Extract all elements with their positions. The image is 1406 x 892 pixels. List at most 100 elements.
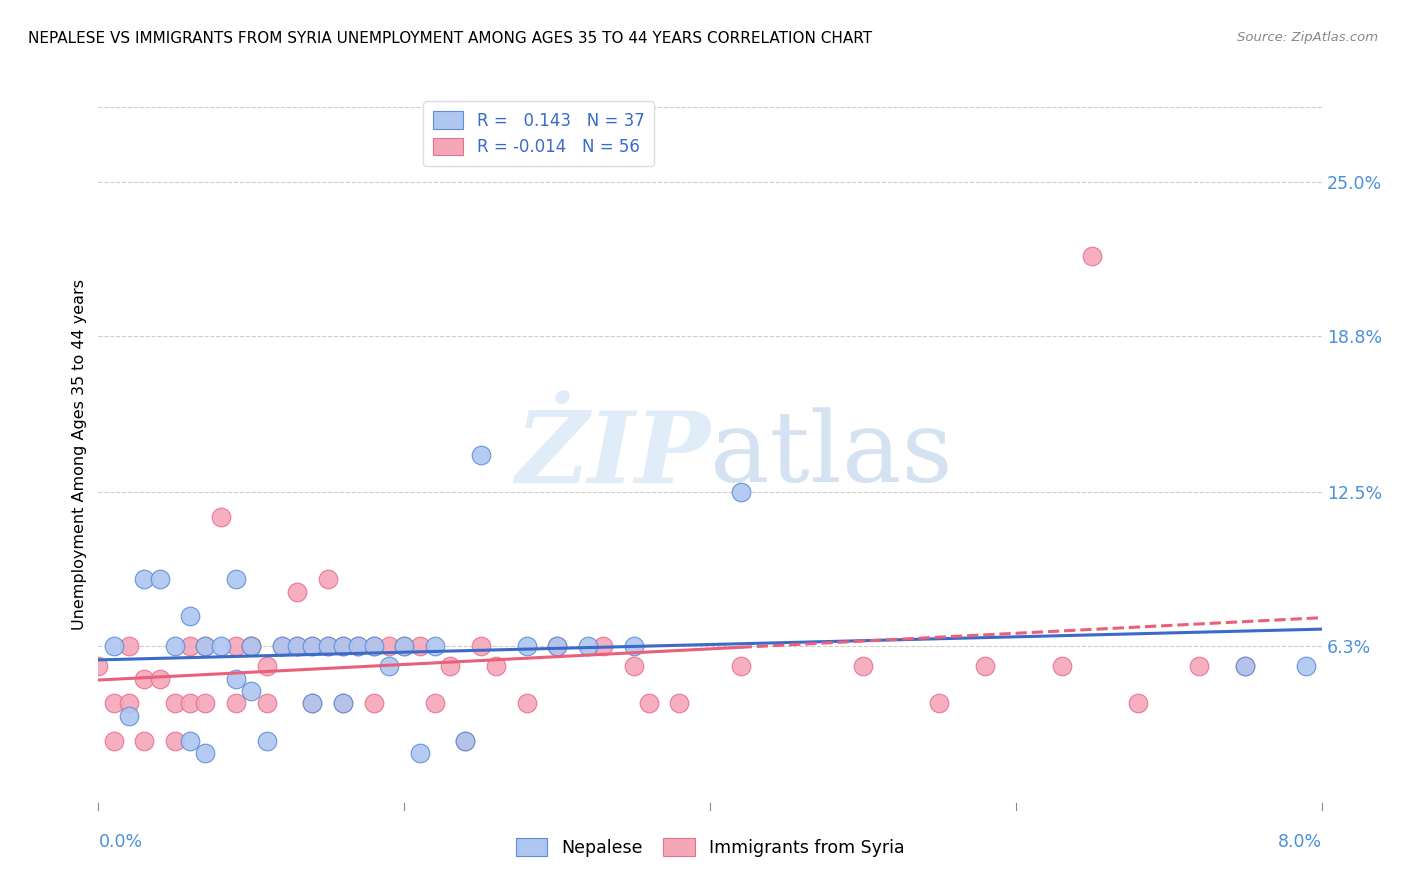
Point bbox=[392, 639, 416, 653]
Y-axis label: Unemployment Among Ages 35 to 44 years: Unemployment Among Ages 35 to 44 years bbox=[72, 279, 87, 631]
Point bbox=[1295, 659, 1317, 673]
Point bbox=[316, 639, 339, 653]
Point bbox=[301, 697, 323, 711]
Point bbox=[576, 639, 599, 653]
Point bbox=[332, 697, 354, 711]
Text: NEPALESE VS IMMIGRANTS FROM SYRIA UNEMPLOYMENT AMONG AGES 35 TO 44 YEARS CORRELA: NEPALESE VS IMMIGRANTS FROM SYRIA UNEMPL… bbox=[28, 31, 872, 46]
Point bbox=[623, 639, 645, 653]
Point bbox=[134, 733, 156, 747]
Point bbox=[730, 485, 752, 500]
Point bbox=[301, 639, 323, 653]
Text: atlas: atlas bbox=[710, 407, 953, 503]
Point bbox=[103, 733, 125, 747]
Point bbox=[285, 639, 308, 653]
Point bbox=[118, 708, 141, 723]
Text: 0.0%: 0.0% bbox=[98, 832, 142, 851]
Point bbox=[194, 639, 217, 653]
Point bbox=[454, 733, 477, 747]
Point bbox=[118, 697, 141, 711]
Point bbox=[1081, 249, 1104, 263]
Point bbox=[516, 639, 538, 653]
Point bbox=[470, 639, 492, 653]
Point bbox=[347, 639, 370, 653]
Point bbox=[163, 639, 186, 653]
Point bbox=[332, 639, 354, 653]
Point bbox=[454, 733, 477, 747]
Point bbox=[423, 639, 446, 653]
Text: 8.0%: 8.0% bbox=[1278, 832, 1322, 851]
Point bbox=[179, 733, 201, 747]
Point bbox=[392, 639, 416, 653]
Point bbox=[194, 746, 217, 760]
Point bbox=[270, 639, 294, 653]
Point bbox=[118, 639, 141, 653]
Point bbox=[256, 659, 278, 673]
Point bbox=[209, 510, 232, 524]
Point bbox=[668, 697, 690, 711]
Point bbox=[470, 448, 492, 462]
Point bbox=[1234, 659, 1257, 673]
Point bbox=[134, 672, 156, 686]
Point bbox=[730, 659, 752, 673]
Point bbox=[301, 639, 323, 653]
Point bbox=[103, 639, 125, 653]
Point bbox=[1234, 659, 1257, 673]
Point bbox=[240, 639, 263, 653]
Point bbox=[1188, 659, 1211, 673]
Point bbox=[285, 584, 308, 599]
Point bbox=[363, 639, 385, 653]
Point bbox=[179, 639, 201, 653]
Point bbox=[163, 697, 186, 711]
Point bbox=[240, 639, 263, 653]
Point bbox=[225, 572, 247, 586]
Point bbox=[194, 639, 217, 653]
Point bbox=[1128, 697, 1150, 711]
Point bbox=[928, 697, 950, 711]
Point bbox=[240, 639, 263, 653]
Point bbox=[149, 572, 172, 586]
Point bbox=[270, 639, 294, 653]
Point bbox=[316, 572, 339, 586]
Point bbox=[592, 639, 614, 653]
Point bbox=[103, 697, 125, 711]
Point bbox=[134, 572, 156, 586]
Point bbox=[623, 659, 645, 673]
Point bbox=[332, 697, 354, 711]
Point bbox=[974, 659, 997, 673]
Text: Source: ZipAtlas.com: Source: ZipAtlas.com bbox=[1237, 31, 1378, 45]
Point bbox=[149, 672, 172, 686]
Point bbox=[363, 639, 385, 653]
Point bbox=[363, 697, 385, 711]
Point bbox=[1050, 659, 1073, 673]
Point bbox=[408, 746, 430, 760]
Point bbox=[408, 639, 430, 653]
Point bbox=[209, 639, 232, 653]
Point bbox=[546, 639, 568, 653]
Point bbox=[423, 697, 446, 711]
Point bbox=[256, 697, 278, 711]
Point bbox=[378, 639, 401, 653]
Point bbox=[225, 697, 247, 711]
Text: ŻIP: ŻIP bbox=[515, 407, 710, 503]
Point bbox=[179, 697, 201, 711]
Point bbox=[285, 639, 308, 653]
Point bbox=[378, 659, 401, 673]
Point bbox=[316, 639, 339, 653]
Point bbox=[194, 697, 217, 711]
Point bbox=[163, 733, 186, 747]
Point bbox=[301, 697, 323, 711]
Point bbox=[439, 659, 461, 673]
Point bbox=[225, 672, 247, 686]
Point bbox=[332, 639, 354, 653]
Point bbox=[87, 659, 110, 673]
Point bbox=[546, 639, 568, 653]
Point bbox=[225, 639, 247, 653]
Point bbox=[256, 733, 278, 747]
Point bbox=[637, 697, 661, 711]
Legend: Nepalese, Immigrants from Syria: Nepalese, Immigrants from Syria bbox=[509, 831, 911, 863]
Point bbox=[516, 697, 538, 711]
Point bbox=[485, 659, 508, 673]
Point bbox=[852, 659, 875, 673]
Point bbox=[179, 609, 201, 624]
Point bbox=[347, 639, 370, 653]
